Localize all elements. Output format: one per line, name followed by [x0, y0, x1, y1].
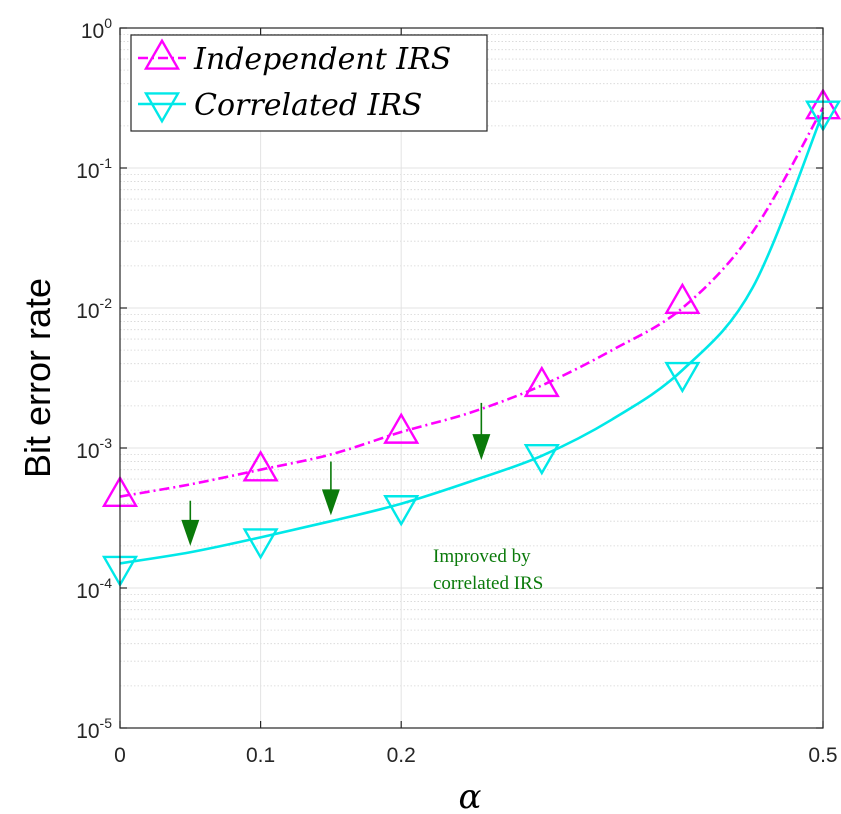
- series-line-0: [119, 106, 825, 498]
- series-marker-0: [242, 450, 279, 482]
- legend-marker: [143, 92, 181, 124]
- annotation-layer: Improved by correlated IRS: [181, 402, 543, 594]
- y-tick-label: 100: [81, 15, 112, 43]
- legend-marker: [143, 38, 181, 70]
- x-tick-label: 0: [114, 744, 126, 767]
- annotation-text: correlated IRS: [433, 573, 543, 594]
- series-marker-0: [523, 365, 560, 398]
- x-axis-ticks: 0 0.1 0.2 0.5: [114, 28, 838, 767]
- series-marker-1: [383, 495, 420, 527]
- x-tick-label: 0.2: [387, 744, 416, 767]
- x-tick-label: 0.5: [808, 744, 837, 767]
- series-marker-0: [664, 282, 701, 314]
- annotation-text: Improved by: [433, 546, 531, 567]
- y-tick-label: 10-2: [76, 295, 112, 323]
- y-axis-ticks: 10-5 10-4 10-3 10-2 10-1 100: [76, 15, 823, 743]
- annotation-arrow-head: [181, 519, 200, 546]
- annotation-arrow-head: [472, 434, 491, 461]
- plot-area-border: [119, 27, 824, 729]
- series-layer: [101, 87, 841, 588]
- legend: Independent IRS Correlated IRS: [130, 34, 488, 132]
- y-axis-label: Bit error rate: [17, 278, 58, 478]
- series-marker-0: [383, 412, 420, 444]
- annotation-arrow-head: [321, 489, 340, 516]
- x-tick-label: 0.1: [246, 744, 275, 767]
- legend-box: [130, 34, 488, 132]
- legend-label: Correlated IRS: [194, 88, 422, 123]
- x-axis-label: α: [459, 777, 482, 814]
- legend-label: Independent IRS: [193, 42, 451, 77]
- y-tick-label: 10-5: [76, 715, 112, 743]
- y-tick-label: 10-4: [76, 575, 112, 603]
- series-marker-1: [664, 361, 701, 394]
- series-marker-1: [523, 443, 560, 476]
- y-tick-label: 10-1: [76, 155, 112, 183]
- y-tick-label: 10-3: [76, 435, 112, 463]
- series-marker-1: [242, 528, 279, 560]
